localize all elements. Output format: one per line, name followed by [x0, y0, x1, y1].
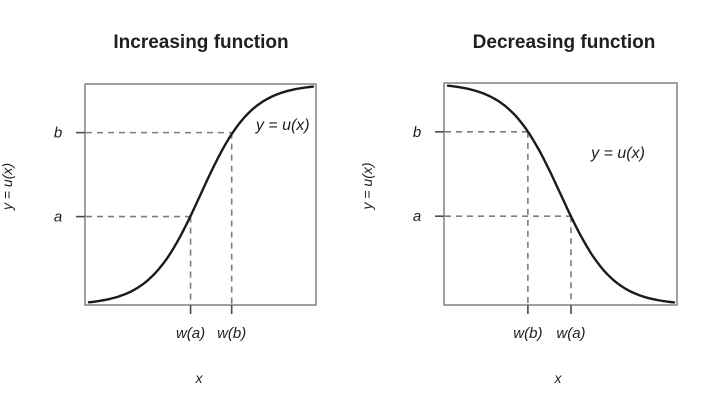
y-tick-label-a: a — [413, 208, 421, 225]
x-tick-label-wa: w(a) — [556, 325, 585, 342]
y-axis-label: y = u(x) — [0, 163, 15, 211]
y-tick-label-a: a — [54, 209, 62, 226]
function-curve — [87, 85, 315, 304]
axis-ticks — [435, 131, 572, 314]
y-axis-label: y = u(x) — [360, 162, 375, 210]
curve-equation-label: y = u(x) — [590, 145, 645, 162]
chart-title: Increasing function — [113, 32, 288, 53]
guide-lines — [86, 131, 233, 304]
y-tick-label-b: b — [413, 124, 421, 141]
axis-ticks — [76, 131, 233, 314]
y-tick-label-b: b — [54, 125, 62, 142]
x-axis-label: x — [195, 370, 204, 386]
chart-title: Decreasing function — [473, 32, 656, 53]
decreasing-function-panel: Decreasing function b a w(b) w(a) y = u(… — [360, 32, 678, 386]
guide-lines — [445, 131, 572, 304]
x-tick-label-wb: w(b) — [217, 325, 246, 342]
curve-equation-label: y = u(x) — [255, 117, 310, 134]
x-tick-label-wb: w(b) — [513, 325, 542, 342]
plot-box — [84, 83, 317, 306]
plot-box — [443, 82, 678, 306]
increasing-function-panel: Increasing function b a w(a) w(b) y = u(… — [0, 32, 317, 386]
function-curve — [446, 84, 676, 304]
x-axis-label: x — [554, 370, 563, 386]
x-tick-label-wa: w(a) — [176, 325, 205, 342]
